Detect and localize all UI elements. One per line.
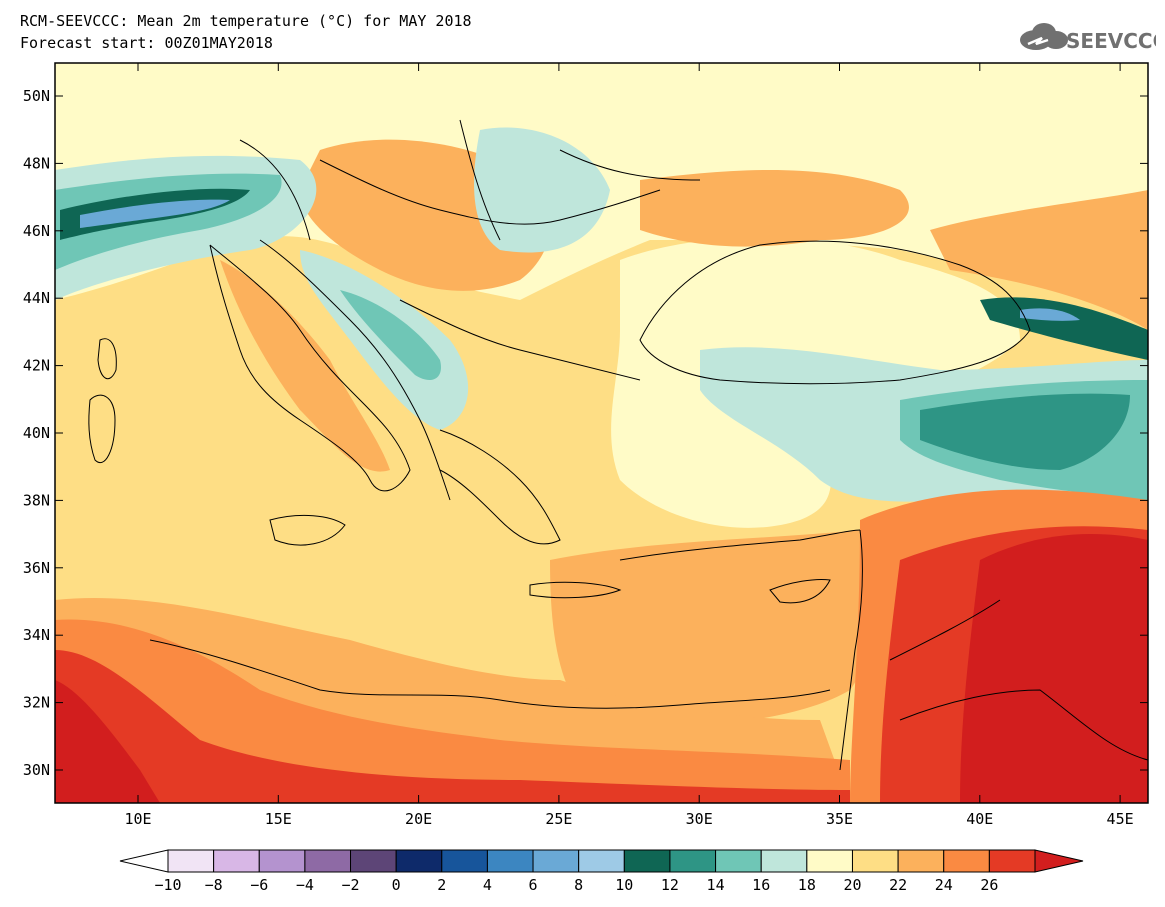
field-italy — [220, 260, 390, 472]
lon-label: 30E — [686, 810, 713, 828]
lat-label: 40N — [23, 424, 50, 442]
border-central — [239, 119, 701, 241]
lat-label: 38N — [23, 491, 50, 509]
temperature-field — [55, 63, 1148, 803]
longitude-axis: 10E 15E 20E 25E 30E 35E 40E 45E — [124, 63, 1134, 828]
field-carpathian — [474, 127, 610, 253]
field-tunisia-hottest — [55, 680, 160, 803]
field-iraq-hottest — [960, 534, 1148, 803]
lon-label: 45E — [1107, 810, 1134, 828]
colorbar-label: −6 — [250, 876, 268, 894]
forecast-start: Forecast start: 00Z01MAY2018 — [20, 34, 273, 52]
colorbar-label: 26 — [980, 876, 998, 894]
colorbar-label: −10 — [154, 876, 181, 894]
coast-africa — [149, 639, 831, 709]
lat-label: 48N — [23, 154, 50, 172]
field-alps-blue — [80, 199, 230, 228]
colorbar-label: −4 — [296, 876, 314, 894]
colorbar-swatch — [988, 849, 1036, 873]
field-east-warm — [640, 170, 909, 247]
field-eastmed-warm — [550, 530, 883, 730]
lon-label: 35E — [826, 810, 853, 828]
coastlines — [88, 119, 1148, 771]
coast-adriatic — [259, 239, 451, 501]
colorbar-under-arrow — [119, 849, 169, 873]
coast-italy — [209, 244, 411, 492]
colorbar-label: 22 — [889, 876, 907, 894]
coast-levant — [839, 529, 863, 771]
colorbar-swatch — [167, 849, 215, 873]
coast-crete — [529, 581, 622, 599]
lat-label: 46N — [23, 222, 50, 240]
colorbar-label: 0 — [392, 876, 401, 894]
colorbar-label: 14 — [707, 876, 725, 894]
colorbar-label: 4 — [483, 876, 492, 894]
colorbar-swatch — [486, 849, 534, 873]
colorbar-swatch — [578, 849, 625, 873]
lat-label: 36N — [23, 559, 50, 577]
coast-greece — [439, 429, 561, 545]
coast-sardinia — [88, 394, 116, 463]
colorbar-label: −8 — [205, 876, 223, 894]
colorbar-label: 20 — [843, 876, 861, 894]
coast-black-sea — [639, 240, 1031, 385]
coast-cyprus — [769, 579, 831, 604]
lon-label: 15E — [265, 810, 292, 828]
colorbar-label: 6 — [529, 876, 538, 894]
coast-turkey-south — [619, 529, 861, 561]
colorbar-swatch — [441, 849, 488, 873]
map-title: RCM-SEEVCCC: Mean 2m temperature (°C) fo… — [20, 12, 472, 30]
colorbar-label: −2 — [341, 876, 359, 894]
colorbar-swatch — [715, 849, 762, 873]
colorbar-swatch — [760, 849, 808, 873]
colorbar-label: 10 — [615, 876, 633, 894]
colorbar-swatch — [350, 849, 397, 873]
colorbar-label: 2 — [437, 876, 446, 894]
lon-label: 25E — [545, 810, 572, 828]
lat-label: 34N — [23, 626, 50, 644]
field-africa-hotter — [55, 650, 850, 803]
lat-label: 50N — [23, 87, 50, 105]
border-balkans — [319, 159, 661, 381]
lat-label: 30N — [23, 761, 50, 779]
colorbar-swatch — [532, 849, 580, 873]
colorbar-swatch — [304, 849, 352, 873]
lat-label: 32N — [23, 694, 50, 712]
colorbar-swatch — [943, 849, 990, 873]
field-caucasus-warm — [930, 190, 1148, 330]
colorbar-swatch — [897, 849, 945, 873]
colorbar-label: 12 — [661, 876, 679, 894]
coast-corsica — [97, 338, 117, 380]
colorbar-swatch — [258, 849, 306, 873]
colorbar-label: 24 — [935, 876, 953, 894]
lon-label: 40E — [966, 810, 993, 828]
logo-text: SEEVCCC — [1066, 29, 1156, 53]
field-caucasus-blue — [1020, 308, 1080, 321]
latitude-axis: 50N 48N 46N 44N 42N 40N 38N 36N 34N 32N 30N — [23, 87, 1148, 779]
seevccc-logo: SEEVCCC — [1016, 18, 1165, 58]
lat-label: 44N — [23, 289, 50, 307]
lon-label: 10E — [124, 810, 151, 828]
field-anatolia-teal-dark — [920, 393, 1130, 470]
colorbar-label: 16 — [752, 876, 770, 894]
colorbar-swatch — [669, 849, 717, 873]
colorbar-swatch — [623, 849, 671, 873]
lat-label: 42N — [23, 357, 50, 375]
colorbar-label: 8 — [574, 876, 583, 894]
border-east — [889, 599, 1148, 761]
cloud-icon — [1020, 23, 1068, 50]
colorbar-swatch — [213, 849, 260, 873]
colorbar-swatch — [806, 849, 853, 873]
colorbar-label: 18 — [798, 876, 816, 894]
colorbar-over-arrow — [1034, 849, 1084, 873]
colorbar: −10 −8 −6 −4 −2 0 2 4 6 8 10 12 14 16 18 20 22 24 26 — [119, 849, 1084, 894]
lon-label: 20E — [405, 810, 432, 828]
colorbar-swatch — [851, 849, 899, 873]
colorbar-swatch — [395, 849, 443, 873]
coast-sicily — [269, 515, 346, 546]
field-dinaric-mid — [340, 290, 441, 380]
